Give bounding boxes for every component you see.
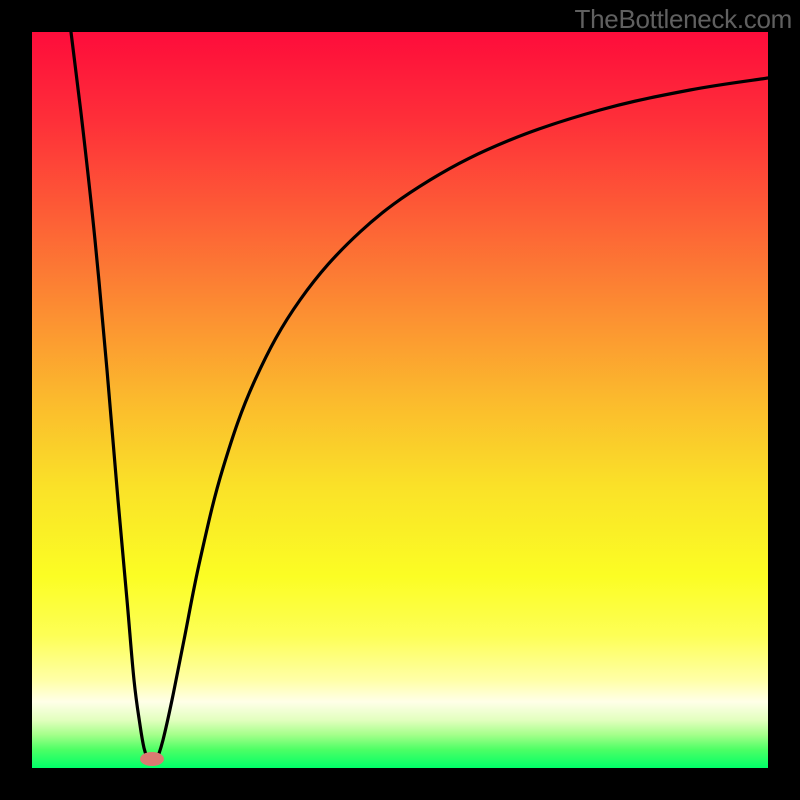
chart-background-gradient bbox=[32, 32, 768, 768]
chart-canvas: TheBottleneck.com bbox=[0, 0, 800, 800]
bottleneck-chart bbox=[0, 0, 800, 800]
attribution-text: TheBottleneck.com bbox=[575, 4, 792, 35]
vertex-marker bbox=[140, 752, 164, 766]
